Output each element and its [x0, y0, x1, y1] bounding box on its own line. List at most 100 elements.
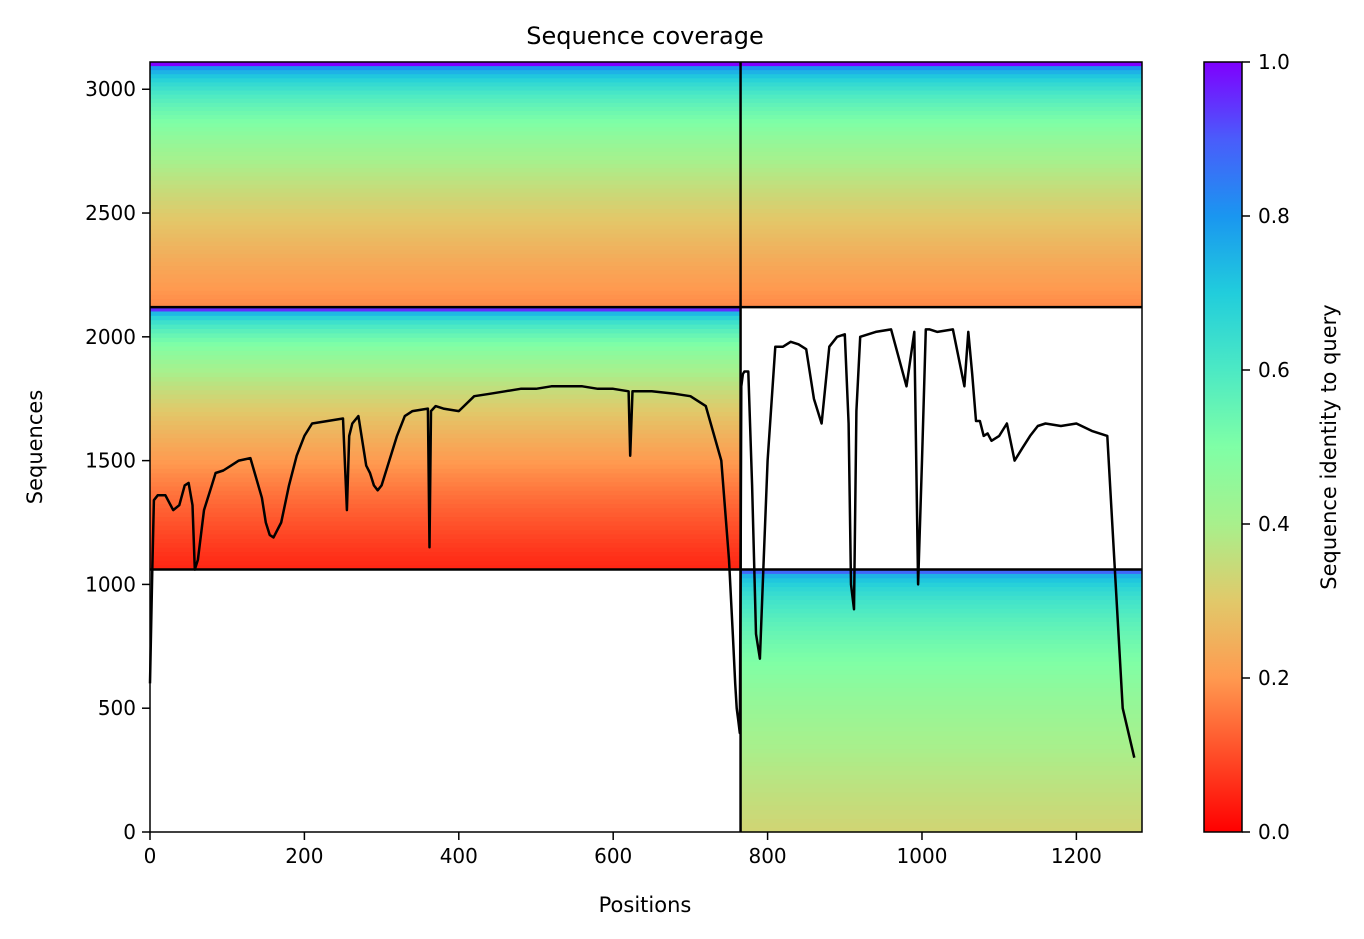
- heatmap-band: [150, 66, 1142, 71]
- heatmap-block-3: [740, 569, 1142, 833]
- heatmap-band: [740, 766, 1142, 772]
- heatmap-band: [150, 372, 741, 378]
- heatmap-band: [150, 543, 741, 549]
- heatmap-band: [150, 342, 741, 348]
- heatmap-band: [740, 731, 1142, 737]
- heatmap-band: [150, 249, 1142, 255]
- heatmap-band: [150, 363, 741, 369]
- heatmap-band: [740, 626, 1142, 632]
- heatmap-band: [740, 683, 1142, 689]
- heatmap-band: [740, 587, 1142, 593]
- heatmap-band: [150, 286, 1142, 292]
- heatmap-band: [740, 635, 1142, 641]
- plot-area: [148, 61, 1143, 833]
- y-tick-label: 1000: [85, 572, 136, 596]
- x-tick-label: 200: [285, 844, 323, 868]
- heatmap-band: [740, 818, 1142, 824]
- heatmap-band: [740, 582, 1142, 588]
- heatmap-band: [150, 135, 1142, 141]
- heatmap-band: [150, 552, 741, 558]
- heatmap-band: [150, 90, 1142, 96]
- y-axis-label: Sequences: [23, 390, 47, 505]
- heatmap-band: [150, 438, 741, 444]
- heatmap-band: [150, 241, 1142, 247]
- heatmap-band: [150, 245, 1142, 251]
- heatmap-band: [150, 111, 1142, 116]
- heatmap-band: [150, 143, 1142, 149]
- colorbar-tick-label: 0.8: [1258, 204, 1290, 228]
- heatmap-band: [150, 115, 1142, 120]
- heatmap-band: [150, 530, 741, 536]
- heatmap-band: [150, 262, 1142, 267]
- heatmap-band: [150, 328, 741, 334]
- heatmap-band: [740, 604, 1142, 610]
- heatmap-band: [150, 294, 1142, 300]
- heatmap-band: [150, 106, 1142, 112]
- heatmap-band: [150, 62, 1142, 67]
- heatmap-band: [150, 534, 741, 540]
- heatmap-band: [740, 805, 1142, 811]
- heatmap-band: [150, 398, 741, 404]
- heatmap-band: [740, 578, 1142, 584]
- heatmap-band: [150, 451, 741, 457]
- heatmap-band: [740, 740, 1142, 746]
- heatmap-band: [150, 213, 1142, 218]
- heatmap-band: [150, 407, 741, 413]
- y-tick-label: 2000: [85, 325, 136, 349]
- colorbar-label: Sequence identity to query: [1317, 304, 1341, 589]
- x-tick-label: 1000: [897, 844, 948, 868]
- heatmap-band: [150, 377, 741, 383]
- heatmap-band: [740, 797, 1142, 802]
- heatmap-band: [150, 442, 741, 448]
- heatmap-band: [150, 127, 1142, 133]
- heatmap-band: [150, 337, 741, 343]
- heatmap-band: [740, 670, 1142, 676]
- x-tick-label: 600: [594, 844, 632, 868]
- heatmap-band: [150, 460, 741, 466]
- heatmap-band: [150, 70, 1142, 75]
- heatmap-band: [740, 792, 1142, 798]
- heatmap-band: [150, 429, 741, 435]
- heatmap-band: [150, 307, 741, 313]
- heatmap-band: [150, 123, 1142, 128]
- colorbar-tick-label: 0.0: [1258, 820, 1290, 844]
- heatmap-band: [150, 525, 741, 531]
- heatmap-band: [740, 709, 1142, 715]
- heatmap-band: [740, 814, 1142, 820]
- heatmap-band: [150, 180, 1142, 186]
- x-axis: 0 200 400 600 800 1000 1200: [144, 832, 1102, 868]
- heatmap-band: [740, 643, 1142, 649]
- heatmap-band: [150, 455, 741, 461]
- y-tick-label: 0: [123, 820, 136, 844]
- colorbar-tick-label: 0.4: [1258, 512, 1290, 536]
- heatmap-band: [150, 447, 741, 453]
- heatmap-band: [150, 98, 1142, 104]
- y-tick-label: 1500: [85, 449, 136, 473]
- y-tick-label: 2500: [85, 201, 136, 225]
- heatmap-band: [150, 425, 741, 431]
- heatmap-band: [740, 827, 1142, 833]
- colorbar-tick-label: 0.2: [1258, 666, 1290, 690]
- heatmap-band: [740, 661, 1142, 667]
- heatmap-band: [150, 346, 741, 352]
- heatmap-band: [150, 412, 741, 418]
- heatmap-band: [740, 788, 1142, 794]
- heatmap-band: [150, 217, 1142, 222]
- heatmap-band: [150, 495, 741, 501]
- heatmap-band: [150, 565, 741, 571]
- x-tick-label: 0: [144, 844, 157, 868]
- heatmap-band: [150, 355, 741, 361]
- heatmap-band: [740, 727, 1142, 732]
- heatmap-band: [150, 538, 741, 544]
- heatmap-band: [150, 512, 741, 518]
- heatmap-band: [740, 801, 1142, 807]
- heatmap-band: [740, 718, 1142, 724]
- heatmap-band: [740, 674, 1142, 680]
- heatmap-band: [740, 652, 1142, 658]
- heatmap-band: [740, 823, 1142, 829]
- x-axis-label: Positions: [599, 893, 692, 917]
- heatmap-band: [150, 420, 741, 426]
- heatmap-band: [740, 648, 1142, 654]
- y-tick-label: 3000: [85, 77, 136, 101]
